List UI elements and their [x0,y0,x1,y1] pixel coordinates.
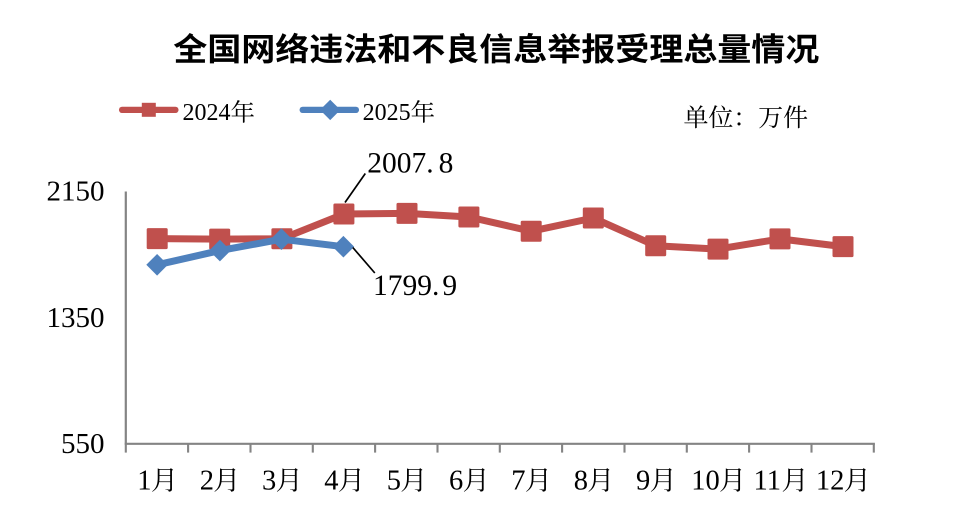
svg-text:2: 2 [200,466,214,497]
svg-text:2024: 2024 [183,100,231,126]
svg-text:1350: 1350 [47,302,105,334]
svg-text:8: 8 [574,466,588,497]
svg-text:1799.9: 1799. 9 [373,270,457,302]
svg-text:10: 10 [691,466,720,497]
svg-text:2025: 2025 [363,100,411,126]
svg-text:5: 5 [387,466,401,497]
svg-text:3: 3 [262,466,276,497]
svg-text:550: 550 [61,428,105,460]
svg-text:2007.8: 2007. 8 [367,148,453,180]
svg-text:12: 12 [816,466,845,497]
svg-text:1: 1 [137,466,151,497]
svg-text:2150: 2150 [47,176,105,208]
svg-text:4: 4 [324,466,338,497]
svg-text:9: 9 [636,466,650,497]
svg-text:7: 7 [511,466,525,497]
svg-text:11: 11 [754,466,781,497]
svg-text:6: 6 [449,466,463,497]
